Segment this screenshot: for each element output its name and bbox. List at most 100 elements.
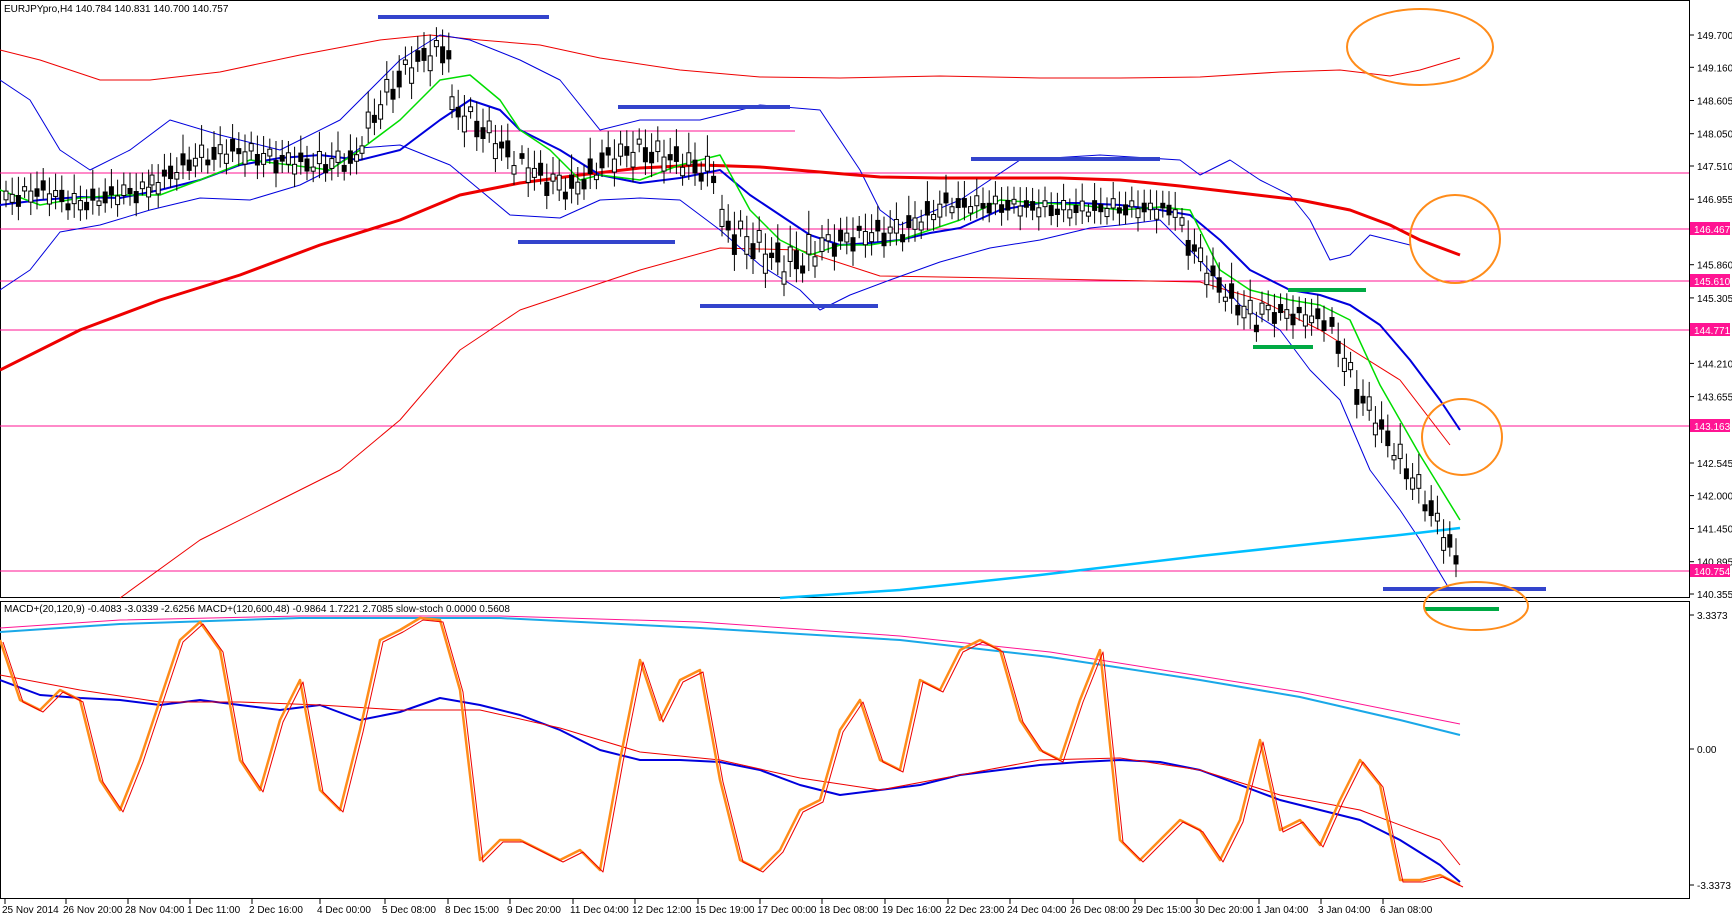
candle	[1241, 290, 1247, 330]
candle-body	[474, 120, 480, 138]
time-label: 28 Nov 04:00	[125, 905, 185, 916]
candle-body	[1166, 204, 1172, 216]
price-label: 148.605	[1697, 97, 1732, 108]
candle	[762, 233, 768, 288]
ma-slow-thick	[0, 163, 1461, 372]
indicator-panel[interactable]	[0, 615, 1464, 888]
candle	[486, 106, 492, 143]
band-lower-line	[0, 144, 1451, 591]
price-tag[interactable]	[1690, 274, 1730, 287]
candle-body	[1290, 313, 1296, 326]
candle	[738, 210, 744, 237]
candle	[96, 187, 102, 216]
candle	[15, 176, 21, 221]
candle-body	[1092, 200, 1098, 211]
candle-body	[850, 237, 856, 252]
price-label: 147.510	[1697, 162, 1732, 173]
candle	[525, 147, 531, 198]
candle	[1154, 190, 1160, 234]
candle	[1385, 414, 1391, 458]
candle-body	[1185, 239, 1191, 256]
candle	[1422, 490, 1428, 522]
time-label: 9 Dec 20:00	[507, 905, 561, 916]
candle	[1290, 295, 1296, 339]
candle-body	[168, 165, 174, 180]
price-tag[interactable]	[1690, 222, 1730, 235]
candle	[1296, 296, 1302, 321]
candle	[323, 152, 329, 182]
candle	[1403, 453, 1409, 490]
candle	[769, 237, 775, 270]
candle-body	[1110, 198, 1116, 209]
candle	[84, 189, 90, 220]
stochastic-main	[0, 616, 1461, 887]
candle	[887, 210, 893, 247]
candle	[1416, 453, 1422, 504]
candle	[1222, 283, 1228, 312]
candle-body	[781, 271, 787, 285]
candle-body	[371, 114, 377, 123]
candle-body	[323, 164, 329, 174]
candle	[1116, 191, 1122, 226]
candle-body	[974, 195, 980, 207]
candle	[893, 202, 899, 246]
candle	[869, 214, 875, 256]
candle-body	[968, 206, 974, 214]
candle	[1135, 190, 1141, 232]
candle	[1271, 293, 1277, 338]
candle	[1042, 186, 1048, 218]
time-label: 17 Dec 00:00	[757, 905, 817, 916]
candle-body	[9, 193, 15, 203]
candle	[624, 130, 630, 168]
candle	[359, 136, 365, 161]
candle-body	[862, 231, 868, 246]
candle	[440, 29, 446, 76]
candle	[630, 131, 636, 183]
candle	[378, 90, 384, 130]
candle-body	[1141, 202, 1147, 213]
candle-body	[1302, 314, 1308, 327]
candle	[725, 204, 731, 243]
candle-body	[673, 146, 679, 162]
candle	[155, 164, 161, 208]
candle	[59, 175, 65, 213]
candle-body	[1247, 299, 1253, 315]
stochastic-signal	[2, 619, 1464, 888]
candle-body	[217, 144, 223, 155]
price-tag[interactable]	[1690, 323, 1730, 336]
candle-body	[918, 221, 924, 231]
candle-body	[121, 184, 127, 196]
candle-body	[838, 229, 844, 242]
candle	[1321, 305, 1327, 342]
price-tag[interactable]	[1690, 564, 1730, 577]
candle-body	[267, 148, 273, 157]
candle	[775, 224, 781, 276]
candle	[371, 98, 377, 136]
candle	[1453, 538, 1459, 578]
price-panel[interactable]	[0, 8, 1689, 631]
candle-body	[242, 151, 248, 165]
candle-body	[15, 195, 21, 207]
price-label: 141.450	[1697, 524, 1732, 535]
candle	[1048, 192, 1054, 226]
candle	[192, 143, 198, 178]
candle	[217, 126, 223, 168]
candle	[1379, 401, 1385, 444]
candle	[1335, 322, 1341, 368]
candle-body	[461, 115, 467, 133]
candle	[3, 180, 9, 208]
price-label: 142.545	[1697, 459, 1732, 470]
price-tag[interactable]	[1690, 419, 1730, 432]
candle-body	[205, 159, 211, 166]
candle	[254, 135, 260, 180]
candle	[1397, 423, 1403, 475]
candle-body	[731, 234, 737, 255]
candle-body	[1329, 317, 1335, 327]
candle-body	[986, 202, 992, 214]
candle	[1302, 298, 1308, 339]
candle-body	[875, 219, 881, 232]
candle	[781, 255, 787, 297]
price-axis[interactable]: 149.700 149.160 148.605 148.050 147.510 146.9…	[1689, 31, 1732, 601]
candle	[680, 153, 686, 186]
